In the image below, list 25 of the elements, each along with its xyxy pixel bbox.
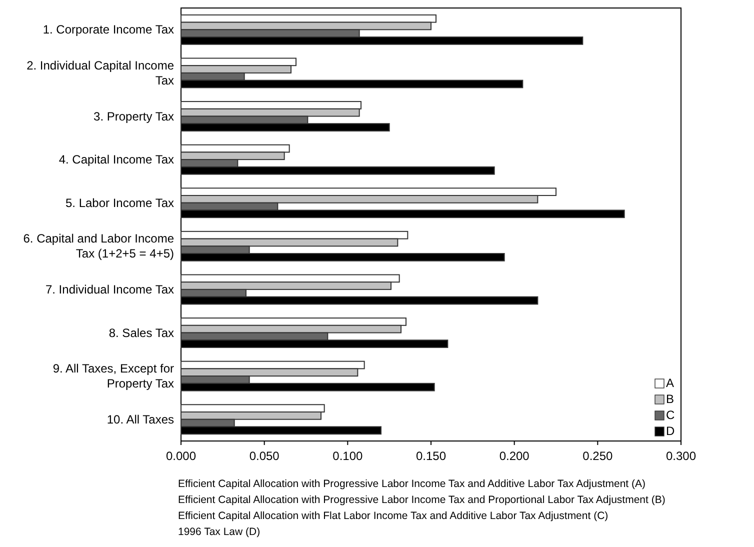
y-tick-label: 7. Individual Income Tax [45, 282, 174, 296]
text: Efficient Capital Allocation with Flat Labor Income Tax and Additive Labor Tax Adjustment (C) [178, 510, 608, 522]
x-tick-label: 0.100 [332, 449, 364, 463]
y-tick-label: 6. Capital and Labor Income Tax (1+2+5 = 4+5) [23, 232, 174, 261]
legend-label: D [666, 424, 675, 438]
legend-label: C [666, 408, 675, 422]
legend-label: A [666, 376, 674, 390]
y-tick-label: 1. Corporate Income Tax [42, 22, 174, 37]
x-tick-label: 0.250 [582, 449, 614, 463]
y-tick-label: 8. Sales Tax [108, 326, 174, 340]
y-tick-label: 10. All Taxes [106, 412, 174, 426]
legend-label: B [666, 392, 674, 406]
y-tick-label: 2. Individual Capital Income Tax [26, 58, 174, 88]
x-tick-label: 0.000 [166, 449, 196, 463]
y-tick-label: 4. Capital Income Tax [58, 152, 174, 167]
x-tick-label: 0.200 [499, 449, 530, 463]
text: Efficient Capital Allocation with Progressive Labor Income Tax and Additive Labor Tax Adjustment (A) [178, 478, 646, 490]
text: Efficient Capital Allocation with Progressive Labor Income Tax and Proportional Labor Tax Adjustment (B) [178, 494, 666, 506]
x-tick-label: 0.050 [249, 449, 280, 463]
y-tick-label: 5. Labor Income Tax [65, 196, 174, 210]
x-tick-label: 0.150 [416, 449, 446, 463]
y-tick-label: 9. All Taxes, Except for Property Tax [52, 362, 174, 391]
text: 1996 Tax Law (D) [178, 526, 260, 538]
y-tick-label: 3. Property Tax [94, 109, 174, 124]
x-tick-label: 0.300 [666, 449, 696, 463]
